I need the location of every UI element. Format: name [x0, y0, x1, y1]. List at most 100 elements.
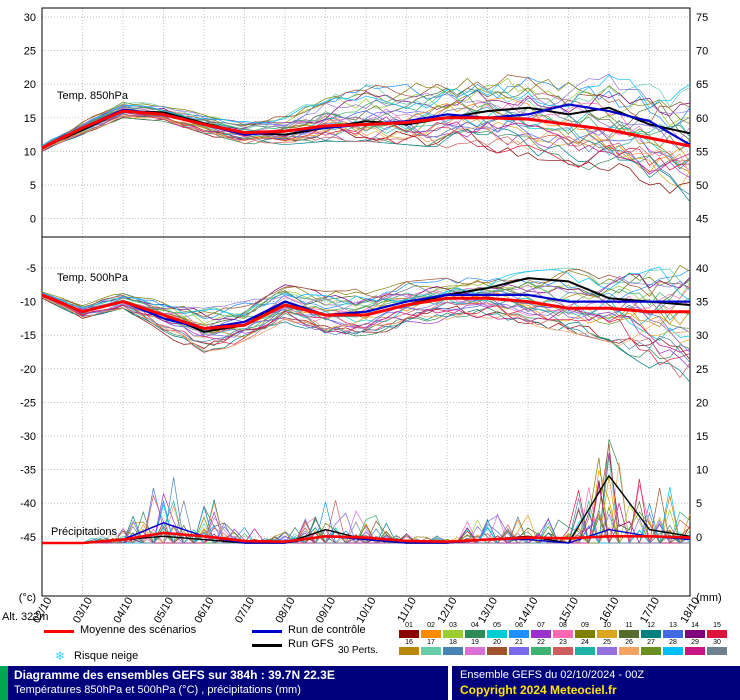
svg-text:-15: -15 — [20, 330, 36, 342]
perts-count-label: 30 Perts. — [338, 645, 379, 656]
svg-text:11/10: 11/10 — [395, 596, 419, 625]
svg-text:25: 25 — [696, 364, 708, 376]
pert-27: 27 — [640, 639, 662, 655]
pert-24: 24 — [574, 639, 596, 655]
pert-05: 05 — [486, 622, 508, 638]
snow-risk-label: Risque neige — [74, 650, 139, 662]
copyright: Copyright 2024 Meteociel.fr — [460, 683, 617, 697]
svg-text:-45: -45 — [20, 532, 36, 544]
svg-text:55: 55 — [696, 146, 708, 158]
pert-22: 22 — [530, 639, 552, 655]
band-title-box: Diagramme des ensembles GEFS sur 384h : … — [8, 666, 448, 700]
svg-text:50: 50 — [696, 180, 708, 192]
svg-text:0: 0 — [30, 214, 36, 226]
pert-04: 04 — [464, 622, 486, 638]
svg-text:20: 20 — [24, 79, 36, 91]
pert-11: 11 — [618, 622, 640, 638]
svg-text:15: 15 — [696, 431, 708, 443]
svg-text:40: 40 — [696, 263, 708, 275]
pert-09: 09 — [574, 622, 596, 638]
svg-text:12/10: 12/10 — [435, 596, 459, 626]
legend-control-label: Run de contrôle — [288, 624, 366, 636]
svg-text:-35: -35 — [20, 465, 36, 477]
pert-08: 08 — [552, 622, 574, 638]
svg-text:30: 30 — [24, 12, 36, 24]
pert-12: 12 — [640, 622, 662, 638]
legend-gfs-label: Run GFS — [288, 638, 334, 650]
svg-text:(°c): (°c) — [19, 592, 36, 604]
pert-20: 20 — [486, 639, 508, 655]
perts-legend-grid: 01 02 03 04 05 06 07 08 09 10 11 12 13 14 15 16 17 18 19 20… — [398, 622, 736, 656]
svg-text:04/10: 04/10 — [111, 596, 135, 626]
svg-text:18/10: 18/10 — [678, 596, 702, 626]
pert-30: 30 — [706, 639, 728, 655]
svg-text:13/10: 13/10 — [476, 596, 500, 626]
svg-text:5: 5 — [696, 498, 702, 510]
svg-text:-30: -30 — [20, 431, 36, 443]
band-run-box: Ensemble GEFS du 02/10/2024 - 00Z Copyri… — [452, 666, 740, 700]
pert-17: 17 — [420, 639, 442, 655]
svg-text:5: 5 — [30, 180, 36, 192]
svg-text:60: 60 — [696, 113, 708, 125]
svg-text:-40: -40 — [20, 498, 36, 510]
pert-02: 02 — [420, 622, 442, 638]
svg-text:15: 15 — [24, 113, 36, 125]
svg-text:10/10: 10/10 — [354, 596, 378, 626]
altitude-label: Alt. 322m — [2, 611, 49, 623]
pert-06: 06 — [508, 622, 530, 638]
pert-01: 01 — [398, 622, 420, 638]
pert-16: 16 — [398, 639, 420, 655]
svg-text:-20: -20 — [20, 364, 36, 376]
panel-label-precip: Précipitations — [50, 526, 119, 538]
legend-mean-label: Moyenne des scénarios — [80, 624, 197, 636]
pert-03: 03 — [442, 622, 464, 638]
svg-text:70: 70 — [696, 46, 708, 58]
svg-text:45: 45 — [696, 214, 708, 226]
svg-text:30: 30 — [696, 330, 708, 342]
pert-19: 19 — [464, 639, 486, 655]
svg-text:35: 35 — [696, 297, 708, 309]
pert-25: 25 — [596, 639, 618, 655]
ensemble-chart-canvas: 302520151050-5-10-15-20-25-30-35-40-4575… — [19, 7, 722, 626]
svg-text:07/10: 07/10 — [233, 596, 257, 626]
pert-10: 10 — [596, 622, 618, 638]
svg-text:-5: -5 — [26, 263, 36, 275]
control-swatch — [252, 630, 282, 633]
pert-13: 13 — [662, 622, 684, 638]
pert-26: 26 — [618, 639, 640, 655]
svg-text:-10: -10 — [20, 297, 36, 309]
svg-text:10: 10 — [696, 465, 708, 477]
panel-label-850: Temp. 850hPa — [56, 90, 129, 102]
pert-15: 15 — [706, 622, 728, 638]
gfs-swatch — [252, 644, 282, 647]
svg-text:03/10: 03/10 — [71, 596, 95, 626]
pert-29: 29 — [684, 639, 706, 655]
run-info: Ensemble GEFS du 02/10/2024 - 00Z — [460, 669, 645, 681]
chart-title: Diagramme des ensembles GEFS sur 384h : … — [14, 668, 335, 682]
chart-subtitle: Températures 850hPa et 500hPa (°C) , pré… — [14, 684, 301, 696]
pert-18: 18 — [442, 639, 464, 655]
pert-28: 28 — [662, 639, 684, 655]
mean-swatch — [44, 630, 74, 633]
svg-text:20: 20 — [696, 397, 708, 409]
svg-text:17/10: 17/10 — [638, 596, 662, 626]
snowflake-icon: ❄ — [55, 649, 66, 663]
pert-07: 07 — [530, 622, 552, 638]
svg-text:06/10: 06/10 — [192, 596, 216, 626]
pert-23: 23 — [552, 639, 574, 655]
svg-text:(mm): (mm) — [696, 592, 722, 604]
svg-text:16/10: 16/10 — [597, 596, 621, 626]
band-green-stripe — [0, 666, 8, 700]
svg-text:05/10: 05/10 — [152, 596, 176, 626]
svg-text:15/10: 15/10 — [557, 596, 581, 626]
svg-text:25: 25 — [24, 46, 36, 58]
pert-14: 14 — [684, 622, 706, 638]
svg-text:0: 0 — [696, 532, 702, 544]
svg-text:08/10: 08/10 — [273, 596, 297, 626]
panel-label-500: Temp. 500hPa — [56, 272, 129, 284]
svg-text:10: 10 — [24, 146, 36, 158]
svg-text:75: 75 — [696, 12, 708, 24]
svg-text:14/10: 14/10 — [516, 596, 540, 626]
pert-21: 21 — [508, 639, 530, 655]
